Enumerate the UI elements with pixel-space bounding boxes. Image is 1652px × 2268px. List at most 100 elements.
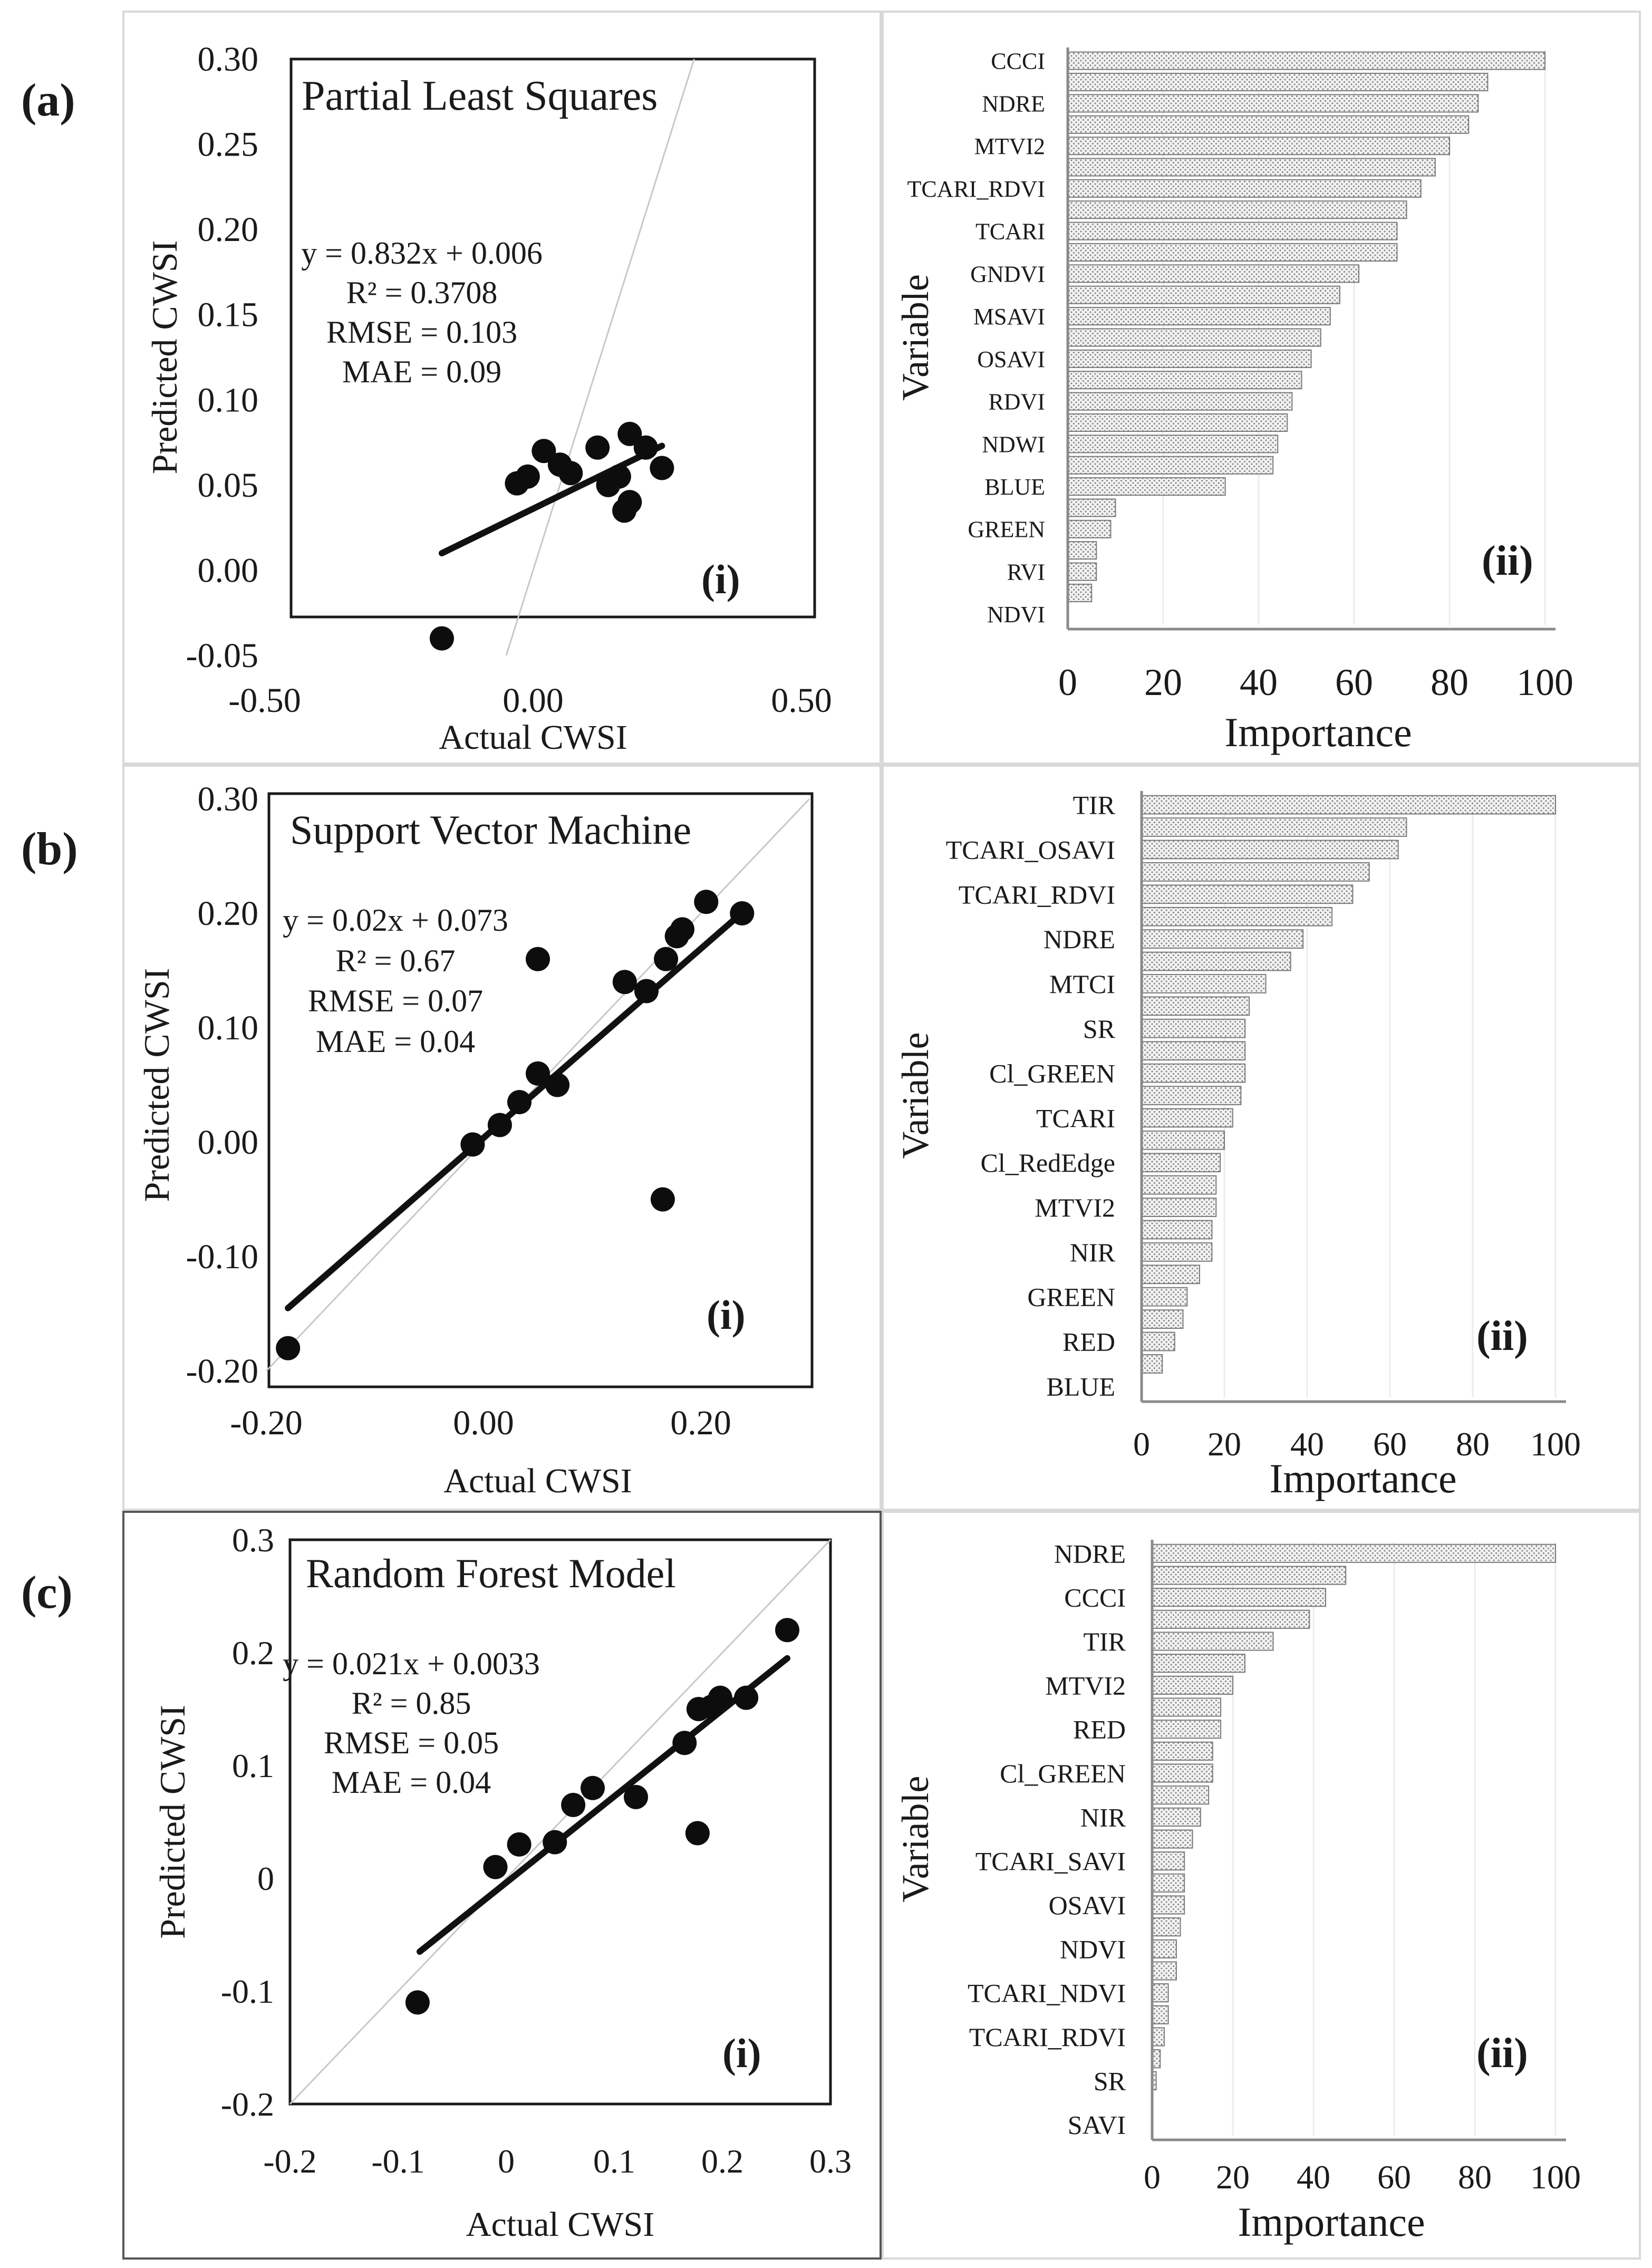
c_i-point-11 (708, 1685, 732, 1710)
a_ii-category-26: NDVI (987, 602, 1045, 628)
c_i-point-13 (775, 1618, 799, 1643)
a_i-ylabel: Predicted CWSI (144, 240, 185, 475)
b_ii-bar-4 (1141, 884, 1354, 904)
b_ii-xtick-5: 100 (1530, 1425, 1581, 1463)
a_ii-bar-25 (1067, 583, 1093, 602)
a_ii-xtick-0: 0 (1058, 661, 1077, 703)
c_ii-bar-9 (1152, 1741, 1213, 1761)
b_ii-bar-0 (1141, 795, 1556, 815)
c_i-point-5 (581, 1775, 605, 1800)
b_ii-category-4: TCARI_RDVI (959, 880, 1115, 909)
b_ii-bar-2 (1141, 839, 1399, 860)
c_ii-category-26: SAVI (1068, 2110, 1126, 2140)
b_ii-bar-24 (1141, 1331, 1175, 1352)
b_ii-bar-8 (1141, 974, 1267, 993)
b_ii-bar-10 (1141, 1018, 1246, 1038)
c_i-ytick-3: 0.1 (232, 1747, 274, 1784)
c_i-xtick-2: 0 (498, 2142, 515, 2180)
a_ii-xtick-1: 20 (1144, 661, 1182, 703)
c_i-point-12 (734, 1685, 759, 1710)
c_ii-xtick-1: 20 (1216, 2158, 1250, 2196)
a_ii-bar-9 (1067, 243, 1398, 262)
b_ii-bar-14 (1141, 1108, 1233, 1128)
b_ii-bar-7 (1141, 951, 1291, 971)
c_i-point-1 (483, 1855, 508, 1879)
c_i-ytick-1: -0.1 (221, 1973, 274, 2010)
a_ii-category-4: MTVI2 (974, 133, 1045, 159)
b_ii-bar-11 (1141, 1041, 1246, 1061)
c_ii-xtick-0: 0 (1144, 2158, 1161, 2196)
a_ii-category-18: NDWI (982, 431, 1045, 457)
c_ii-bar-11 (1152, 1786, 1210, 1805)
a_ii-bar-3 (1067, 115, 1470, 134)
a_i-xtick-2: 0.50 (771, 681, 832, 720)
b_i-point-4 (526, 1061, 550, 1086)
b_i-plot-box (267, 792, 814, 1388)
a_ii-bar-7 (1067, 200, 1407, 219)
a_ii-category-14: OSAVI (977, 346, 1045, 372)
b_ii-bar-1 (1141, 817, 1407, 837)
c_i-ytick-5: 0.3 (232, 1521, 274, 1559)
a_ii-category-16: RDVI (988, 389, 1045, 415)
b_i-ytick-0: -0.20 (186, 1352, 258, 1391)
b_ii-bar-19 (1141, 1220, 1213, 1240)
a_ii-bar-10 (1067, 264, 1360, 283)
a_i-point-0 (429, 626, 454, 651)
c_i-ylabel: Predicted CWSI (152, 1705, 192, 1939)
a_ii-bar-1 (1067, 73, 1489, 92)
c_ii-bar-6 (1152, 1675, 1233, 1695)
b_ii-bar-15 (1141, 1130, 1225, 1150)
c_ii-category-12: NIR (1080, 1802, 1126, 1832)
c_i-xtick-0: -0.2 (263, 2142, 316, 2180)
b_ii-xtick-2: 40 (1290, 1425, 1324, 1463)
c_i-xtick-5: 0.3 (809, 2142, 852, 2180)
b_i-ytick-3: 0.10 (198, 1009, 259, 1047)
b_ii-category-12: Cl_GREEN (989, 1059, 1115, 1088)
c_ii-xtick-4: 80 (1458, 2158, 1492, 2196)
c_i-xlabel: Actual CWSI (466, 2205, 654, 2244)
b_i-xtick-0: -0.20 (230, 1404, 302, 1442)
a_i-point-11 (617, 421, 642, 446)
a_ii-xtick-3: 60 (1335, 661, 1373, 703)
c_i-point-3 (543, 1830, 567, 1855)
panel-label-a: (a) (21, 75, 75, 126)
b_i-xtick-2: 0.20 (670, 1404, 731, 1442)
b_i-point-8 (634, 979, 659, 1003)
c_ii-bar-13 (1152, 1829, 1193, 1849)
a_i-point-13 (650, 456, 674, 480)
b_ii-category-6: NDRE (1044, 924, 1115, 954)
c_i-annotation-0: y = 0.021x + 0.0033 (283, 1646, 540, 1681)
b_i-point-9 (650, 1187, 675, 1212)
c_i-point-6 (624, 1784, 648, 1809)
a_i-annotation-1: R² = 0.3708 (346, 275, 498, 310)
a_i-one-to-one-line (505, 59, 695, 656)
a_ii-bar-18 (1067, 435, 1279, 453)
b_ii-category-16: Cl_RedEdge (980, 1148, 1115, 1178)
a_i-ytick-1: 0.00 (198, 551, 259, 590)
b_ii-xtick-0: 0 (1133, 1425, 1150, 1463)
a_ii-category-20: BLUE (984, 474, 1045, 500)
b_i-ytick-1: -0.10 (186, 1238, 258, 1276)
panel-label-b: (b) (21, 824, 78, 875)
a_i-ytick-3: 0.10 (198, 381, 259, 419)
a_i-ytick-5: 0.20 (198, 210, 259, 249)
a_ii-bar-8 (1067, 221, 1398, 240)
panel-a-scatter-frame (122, 11, 882, 765)
c_ii-bar-20 (1152, 1983, 1169, 2003)
a_ii-bar-13 (1067, 328, 1321, 347)
c_ii-xtick-3: 60 (1377, 2158, 1411, 2196)
b_ii-category-8: MTCI (1049, 969, 1115, 999)
a_i-ytick-4: 0.15 (198, 296, 259, 334)
b_ii-bar-17 (1141, 1175, 1217, 1195)
c_ii-bar-12 (1152, 1807, 1201, 1827)
b_i-point-1 (460, 1132, 485, 1157)
a_ii-bar-15 (1067, 371, 1302, 390)
a_ii-category-10: GNDVI (970, 261, 1045, 287)
a_ii-bar-14 (1067, 349, 1312, 368)
a_i-plot-box (289, 57, 816, 619)
b_ii-bar-20 (1141, 1242, 1213, 1262)
c_i-annotation-2: RMSE = 0.05 (324, 1725, 499, 1760)
b_i-title: Support Vector Machine (290, 807, 691, 853)
a_i-trendline (438, 442, 665, 557)
b_ii-xtick-1: 20 (1207, 1425, 1241, 1463)
